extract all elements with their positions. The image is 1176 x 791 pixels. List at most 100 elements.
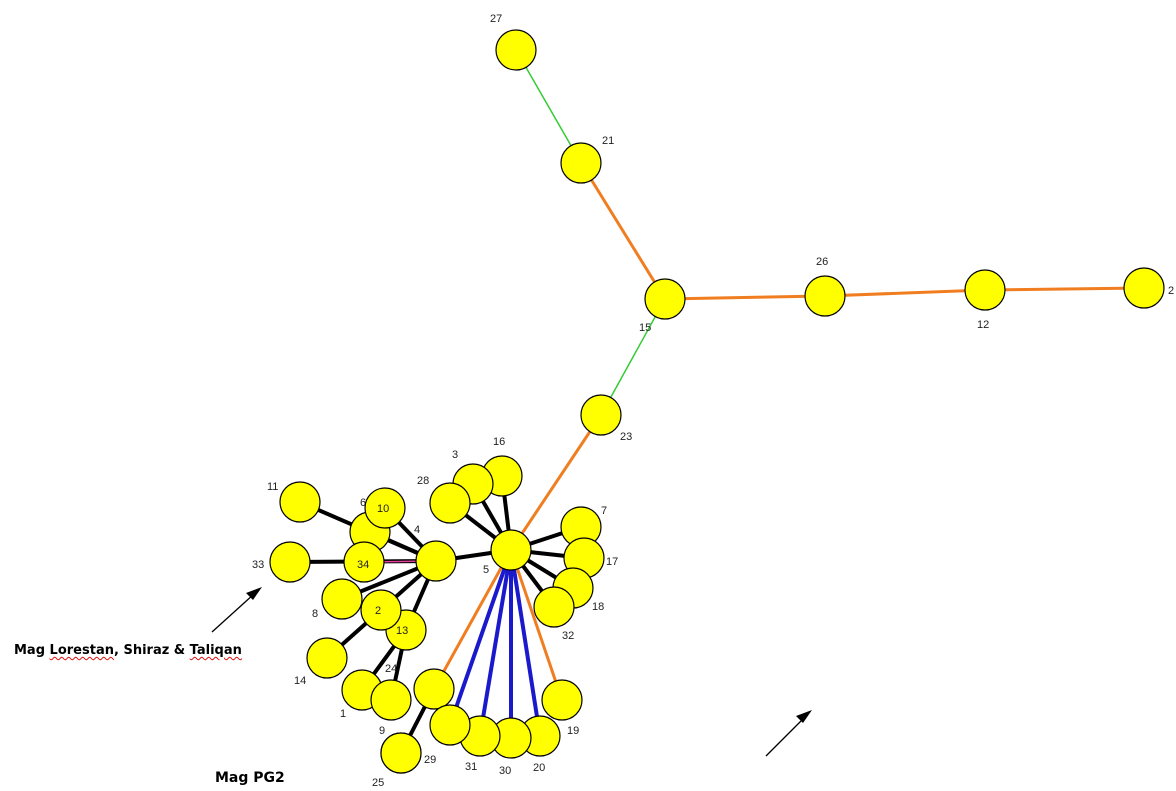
node-15: 15: [639, 278, 686, 334]
node-label-12: 12: [977, 319, 989, 331]
node-label-25: 25: [372, 777, 384, 789]
annotation-lorestan-word3: Taliqan: [189, 643, 242, 658]
node-label-17: 17: [606, 556, 618, 568]
node-label-11: 11: [267, 481, 278, 493]
node-label-28: 28: [417, 475, 429, 487]
node-29b: [429, 704, 471, 746]
node-label-15: 15: [639, 322, 651, 334]
edges-layer: [288, 49, 1146, 755]
node-19: 19: [541, 679, 583, 737]
node-label-24: 24: [385, 663, 397, 675]
edge-5-29b: [448, 548, 513, 727]
arrow-pg2-icon: [765, 710, 812, 757]
annotation-lorestan-prefix: Mag: [14, 643, 50, 658]
edge-21-15: [579, 161, 667, 301]
edge-5-19: [509, 548, 564, 702]
node-circle-33: [269, 541, 311, 583]
node-label-20: 20: [533, 762, 545, 774]
node-circle-2: [360, 589, 402, 631]
node-label-19: 19: [567, 725, 579, 737]
node-circle-15: [644, 278, 686, 320]
node-11: 11: [267, 481, 321, 523]
annotation-lorestan-word1: Lorestan: [49, 643, 114, 658]
node-20: 20: [519, 715, 561, 774]
annotation-lorestan-sep2: &: [169, 643, 190, 658]
node-circle-8: [321, 578, 363, 620]
node-label-34: 34: [357, 559, 369, 571]
node-label-22: 2: [1168, 285, 1174, 297]
node-label-1: 1: [340, 708, 346, 720]
arrows-layer: [211, 587, 812, 757]
edge-12-22: [983, 286, 1146, 292]
node-circle-14: [306, 637, 348, 679]
node-circle-28: [429, 482, 471, 524]
node-circle-26: [804, 275, 846, 317]
node-label-10: 10: [377, 503, 389, 515]
annotation-lorestan: Mag Lorestan, Shiraz & Taliqan: [14, 643, 242, 658]
node-label-27: 27: [490, 13, 502, 25]
node-circle-10: [364, 487, 406, 529]
annotation-pg2: Mag PG2: [215, 770, 285, 786]
node-label-6: 6: [360, 497, 366, 509]
node-circle-21: [560, 142, 602, 184]
edge-27-21: [515, 49, 582, 164]
node-2: 2: [360, 589, 402, 631]
node-23: 23: [580, 394, 632, 443]
node-circle-22: [1123, 267, 1165, 309]
node-30: 30: [490, 717, 532, 777]
node-label-29: 29: [424, 754, 436, 766]
node-circle-11: [279, 481, 321, 523]
node-label-7: 7: [601, 505, 607, 517]
node-label-4: 4: [414, 524, 420, 536]
node-label-31: 31: [465, 761, 477, 773]
edge-5-29: [432, 548, 513, 691]
node-4: 4: [414, 524, 457, 582]
node-circle-27: [495, 29, 537, 71]
arrow-lorestan-icon: [211, 587, 262, 633]
node-label-8: 8: [312, 608, 318, 620]
node-circle-19: [541, 679, 583, 721]
node-circle-23: [580, 394, 622, 436]
edge-15-26: [663, 294, 827, 301]
node-29: 29: [413, 668, 455, 766]
node-21: 21: [560, 135, 614, 184]
node-24: 24: [370, 663, 412, 721]
annotation-lorestan-sep1: ,: [113, 643, 124, 658]
node-34: 34: [343, 541, 385, 583]
node-25: 25: [372, 732, 422, 789]
node-circle-34: [343, 541, 385, 583]
node-label-21: 21: [602, 135, 614, 147]
node-circle-25: [380, 732, 422, 774]
node-10: 10: [364, 487, 406, 529]
node-33: 33: [252, 541, 311, 583]
node-8: 8: [312, 578, 363, 620]
node-label-18: 18: [592, 601, 604, 613]
node-label-2: 2: [375, 605, 381, 617]
annotation-lorestan-word2: Shiraz: [123, 643, 170, 658]
node-circle-5: [490, 529, 532, 571]
node-26: 26: [804, 256, 846, 317]
node-circle-32: [533, 586, 575, 628]
node-circle-12: [964, 269, 1006, 311]
node-circle-4: [415, 540, 457, 582]
edge-23-5: [509, 413, 603, 552]
node-label-30: 30: [499, 765, 511, 777]
node-28: 28: [417, 475, 471, 524]
node-27: 27: [490, 13, 537, 71]
node-label-3: 3: [452, 449, 458, 461]
node-label-26: 26: [816, 256, 828, 268]
node-14: 14: [294, 637, 348, 687]
node-5: 5: [483, 529, 532, 576]
node-32: 32: [533, 586, 575, 642]
node-circle-29: [413, 668, 455, 710]
node-label-33: 33: [252, 559, 264, 571]
edge-15-23: [600, 298, 666, 416]
node-circle-29b: [429, 704, 471, 746]
node-circle-24: [370, 679, 412, 721]
node-label-5: 5: [483, 564, 489, 576]
edge-26-12: [823, 288, 987, 298]
node-12: 12: [964, 269, 1006, 331]
node-label-16: 16: [493, 436, 505, 448]
